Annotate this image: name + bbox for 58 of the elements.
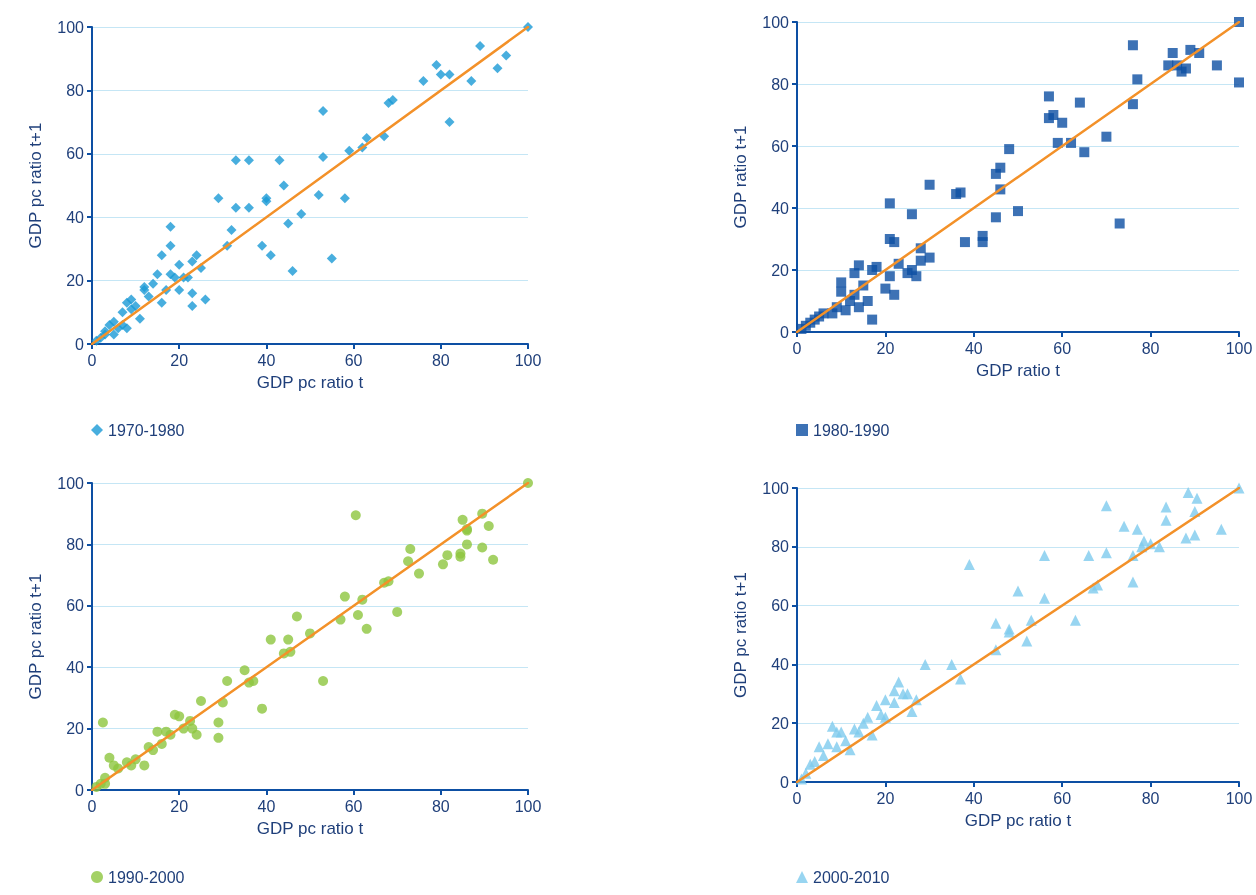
y-tick-label: 40 <box>66 208 85 226</box>
y-tick-label: 0 <box>780 773 790 791</box>
x-tick-label: 0 <box>792 339 802 357</box>
x-tick-label: 80 <box>431 797 450 815</box>
legend-label: 1990-2000 <box>108 868 185 886</box>
x-tick-label: 100 <box>1225 789 1253 807</box>
y-tick-label: 40 <box>66 658 85 676</box>
legend-label: 1980-1990 <box>813 421 890 439</box>
y-tick-label: 60 <box>66 597 85 615</box>
y-tick-label: 80 <box>771 538 790 556</box>
y-tick-label: 20 <box>66 720 85 738</box>
y-axis-title: GDP ratio t+1 <box>731 125 750 229</box>
x-tick-label: 60 <box>1053 339 1072 357</box>
x-tick-label: 0 <box>792 789 802 807</box>
y-axis-title: GDP pc ratio t+1 <box>26 122 45 249</box>
x-tick-label: 20 <box>170 351 189 369</box>
x-tick-label: 0 <box>87 351 97 369</box>
x-axis-title: GDP ratio t <box>976 361 1061 380</box>
y-tick-label: 20 <box>771 714 790 732</box>
x-tick-label: 100 <box>1225 339 1253 357</box>
y-axis-title: GDP pc ratio t+1 <box>731 572 750 698</box>
x-tick-label: 60 <box>344 351 363 369</box>
y-tick-label: 100 <box>762 13 790 31</box>
x-tick-label: 40 <box>257 351 276 369</box>
y-tick-label: 40 <box>771 655 790 673</box>
y-tick-label: 60 <box>771 137 790 155</box>
x-tick-label: 80 <box>431 351 450 369</box>
x-tick-label: 20 <box>170 797 189 815</box>
legend-label: 1970-1980 <box>108 421 185 439</box>
x-axis-title: GDP pc ratio t <box>256 373 364 392</box>
x-tick-label: 80 <box>1141 339 1160 357</box>
y-tick-label: 100 <box>57 18 85 36</box>
legend-label: 2000-2010 <box>813 868 890 886</box>
y-tick-label: 80 <box>66 81 85 99</box>
y-tick-label: 20 <box>771 261 790 279</box>
y-tick-label: 0 <box>780 323 790 341</box>
x-tick-label: 60 <box>344 797 363 815</box>
x-tick-label: 20 <box>876 789 895 807</box>
x-tick-label: 40 <box>964 339 983 357</box>
y-tick-label: 20 <box>66 272 85 290</box>
y-tick-label: 100 <box>57 474 85 492</box>
x-tick-label: 20 <box>876 339 895 357</box>
x-tick-label: 60 <box>1053 789 1072 807</box>
x-tick-label: 100 <box>514 797 542 815</box>
y-axis-title: GDP pc ratio t+1 <box>26 573 45 700</box>
x-tick-label: 0 <box>87 797 97 815</box>
x-axis-title: GDP pc ratio t <box>964 811 1072 830</box>
y-tick-label: 40 <box>771 199 790 217</box>
x-tick-label: 40 <box>257 797 276 815</box>
x-tick-label: 40 <box>964 789 983 807</box>
y-tick-label: 60 <box>66 145 85 163</box>
x-axis-title: GDP pc ratio t <box>256 819 364 838</box>
y-tick-label: 80 <box>771 75 790 93</box>
y-tick-label: 100 <box>762 479 790 497</box>
x-tick-label: 100 <box>514 351 542 369</box>
y-tick-label: 60 <box>771 597 790 615</box>
x-tick-label: 80 <box>1141 789 1160 807</box>
y-tick-label: 80 <box>66 535 85 553</box>
